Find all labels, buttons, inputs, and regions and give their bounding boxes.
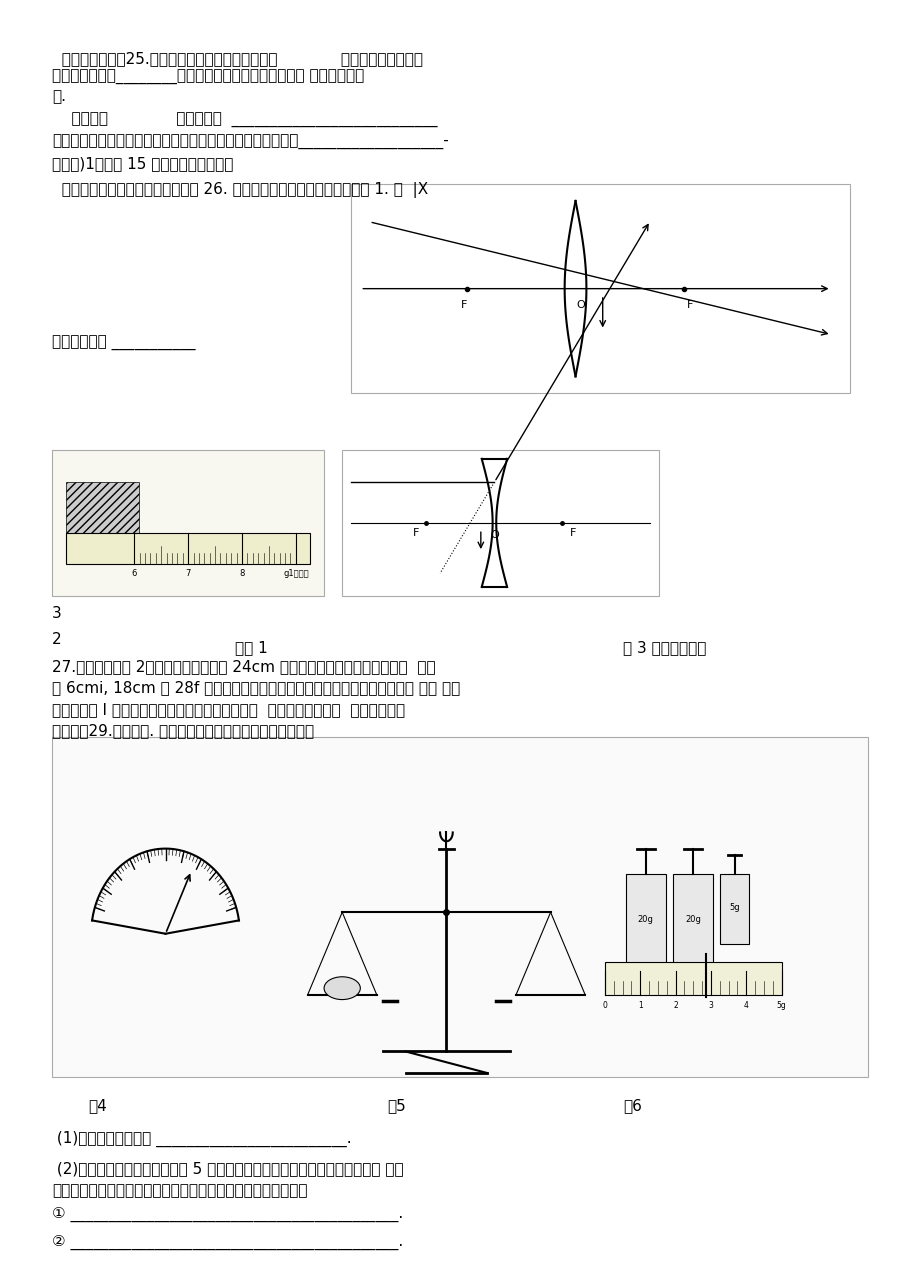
Bar [625, 874, 665, 969]
Text: 图4: 图4 [88, 1098, 108, 1114]
Bar [52, 451, 323, 595]
Text: 1: 1 [637, 1001, 642, 1010]
Text: 5g: 5g [776, 1001, 786, 1010]
Text: g1口厘米: g1口厘米 [283, 570, 308, 579]
Text: 实验中，29.所示情况. 并将游码移到零尺度线上后，发现如图: 实验中，29.所示情况. 并将游码移到零尺度线上后，发现如图 [52, 723, 314, 739]
Ellipse shape [323, 977, 360, 1000]
Text: F: F [570, 527, 576, 538]
Text: 4: 4 [743, 1001, 748, 1010]
Text: 直至天平平衡。25.平时所说「月亮躺进云里」是以             为参照物，说「乌云: 直至天平平衡。25.平时所说「月亮躺进云里」是以 为参照物，说「乌云 [52, 51, 423, 67]
Text: ② ___________________________________________.: ② ______________________________________… [52, 1235, 403, 1251]
Text: O: O [490, 530, 498, 540]
Text: F: F [460, 300, 467, 310]
Text: 以.: 以. [52, 90, 66, 104]
Bar [342, 451, 659, 595]
Text: 0: 0 [602, 1001, 607, 1010]
Text: 欢迎下载              学习好资料  ___________________________: 欢迎下载 学习好资料 ___________________________ [52, 114, 437, 128]
Text: F: F [412, 527, 418, 538]
Text: 图6: 图6 [622, 1098, 641, 1114]
Text: 物体的长度是 ___________: 物体的长度是 ___________ [52, 337, 196, 351]
Text: 6: 6 [131, 570, 137, 579]
Text: 图5: 图5 [387, 1098, 406, 1114]
Text: F: F [686, 300, 692, 310]
Text: 7: 7 [186, 570, 190, 579]
Text: 20g: 20g [684, 915, 700, 924]
Text: 8: 8 [239, 570, 244, 579]
Text: 性。分)1分，共 15 每空三、实验探究（: 性。分)1分，共 15 每空三、实验探究（ [52, 156, 233, 172]
Bar [66, 532, 310, 564]
Text: 所示，他所用的尺度尺的分度值是 26. 小明用尺度尺测物体的长度，如图 1. ，  |X: 所示，他所用的尺度尺的分度值是 26. 小明用尺度尺测物体的长度，如图 1. ，… [52, 182, 428, 197]
Text: 20g: 20g [637, 915, 653, 924]
Text: 3: 3 [52, 605, 62, 621]
Text: 2: 2 [52, 632, 62, 648]
Bar [52, 737, 867, 1076]
Text: 遮住了月亮」为________坐在正在行驶的客车内，乘客以 为参照物。是: 遮住了月亮」为________坐在正在行驶的客车内，乘客以 为参照物。是 [52, 70, 364, 86]
Text: 值范围是一 I 首先拿出托盘天平放在水平桌面上，  小明同学在用天平  测物体质量的: 值范围是一 I 首先拿出托盘天平放在水平桌面上， 小明同学在用天平 测物体质量的 [52, 701, 405, 717]
Text: 图图 1: 图图 1 [235, 640, 267, 655]
Bar [720, 874, 748, 943]
Bar [351, 184, 849, 393]
Text: 为 6cmi, 18cm 和 28f 的虚像、放大的实像和缩小的实像，则这个凸透镜的 焦距 的取: 为 6cmi, 18cm 和 28f 的虚像、放大的实像和缩小的实像，则这个凸透… [52, 681, 460, 695]
Text: 为参照物是静止的。可见运动和静止具有参照物是运动的，以___________________-: 为参照物是静止的。可见运动和静止具有参照物是运动的，以_____________… [52, 134, 448, 150]
Text: 说：「你操作时至少犊了两个错误。」小江所说的两个错误是：: 说：「你操作时至少犊了两个错误。」小江所说的两个错误是： [52, 1183, 308, 1198]
Text: (2)天平调节平衡后，小明按图 5 所示的方法来称量物体的质量，小江立即对 小明: (2)天平调节平衡后，小明按图 5 所示的方法来称量物体的质量，小江立即对 小明 [52, 1162, 403, 1176]
Text: 3: 3 [708, 1001, 712, 1010]
Bar [66, 481, 139, 535]
Bar [605, 961, 781, 995]
Text: 5g: 5g [729, 902, 739, 911]
Text: 2: 2 [673, 1001, 677, 1010]
Bar [672, 874, 712, 969]
Text: 图 3 中的光路图：: 图 3 中的光路图： [622, 640, 706, 655]
Text: (1)他应采取的措施是 _________________________.: (1)他应采取的措施是 _________________________. [52, 1132, 351, 1147]
Text: ① ___________________________________________.: ① ______________________________________… [52, 1207, 403, 1222]
Text: 27.完成右上方图 2、图，分别得到放大 24cm 将一物体放在凸透镜前，使物距  依次: 27.完成右上方图 2、图，分别得到放大 24cm 将一物体放在凸透镜前，使物距… [52, 659, 436, 675]
Text: O: O [576, 300, 584, 310]
